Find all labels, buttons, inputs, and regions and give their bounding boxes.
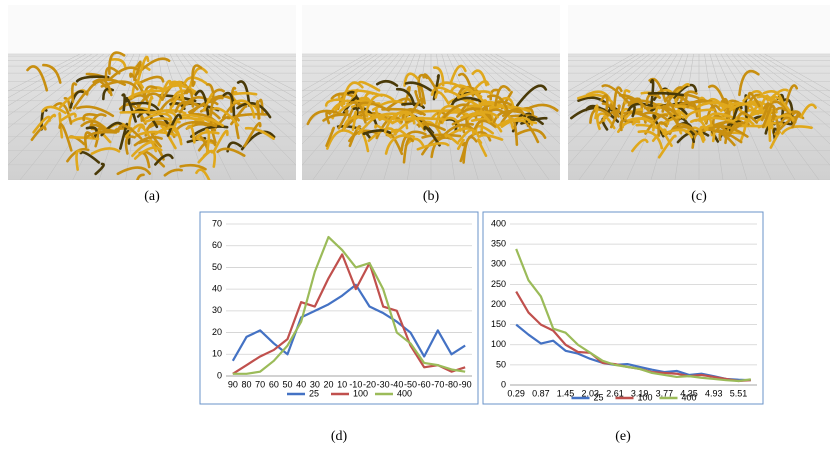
y-tick-label: 350 <box>491 239 506 249</box>
x-tick-label: 0.29 <box>507 388 525 398</box>
x-tick-label: 60 <box>269 379 279 389</box>
legend-label: 25 <box>594 392 604 402</box>
x-tick-label: 40 <box>296 379 306 389</box>
series-line <box>233 285 465 361</box>
y-tick-label: 50 <box>212 262 222 272</box>
x-tick-label: -70 <box>431 379 444 389</box>
legend-label: 400 <box>397 388 412 398</box>
x-tick-label: -30 <box>377 379 390 389</box>
y-tick-label: 250 <box>491 279 506 289</box>
figure: (a) (b) (c) (d) (e) 01020304050607090807… <box>0 0 838 450</box>
series-line <box>516 325 751 381</box>
x-tick-label: 90 <box>228 379 238 389</box>
y-tick-label: 300 <box>491 259 506 269</box>
caption: (e) <box>615 429 631 444</box>
strand <box>595 106 597 118</box>
y-tick-label: 40 <box>212 284 222 294</box>
legend-label: 100 <box>353 388 368 398</box>
y-tick-label: 150 <box>491 319 506 329</box>
y-tick-label: 200 <box>491 299 506 309</box>
y-tick-label: 0 <box>501 379 506 389</box>
x-tick-label: -60 <box>418 379 431 389</box>
caption: (b) <box>423 189 440 204</box>
x-tick-label: 10 <box>337 379 347 389</box>
y-tick-label: 70 <box>212 218 222 228</box>
chart-frame <box>200 212 478 404</box>
legend-label: 400 <box>682 392 697 402</box>
render-sky <box>302 5 560 54</box>
y-tick-label: 400 <box>491 218 506 228</box>
legend-label: 25 <box>309 388 319 398</box>
strand <box>234 93 256 94</box>
y-tick-label: 10 <box>212 349 222 359</box>
render-sky <box>8 5 296 54</box>
x-tick-label: 0.87 <box>532 388 550 398</box>
x-tick-label: 20 <box>323 379 333 389</box>
caption: (c) <box>691 189 707 204</box>
y-tick-label: 30 <box>212 305 222 315</box>
y-tick-label: 0 <box>217 370 222 380</box>
x-tick-label: 5.51 <box>730 388 748 398</box>
caption: (d) <box>331 429 348 444</box>
y-tick-label: 100 <box>491 339 506 349</box>
y-tick-label: 60 <box>212 240 222 250</box>
x-tick-label: 70 <box>255 379 265 389</box>
y-tick-label: 50 <box>496 359 506 369</box>
series-line <box>516 249 751 381</box>
caption: (a) <box>144 189 160 204</box>
x-tick-label: 50 <box>282 379 292 389</box>
x-tick-label: -80 <box>445 379 458 389</box>
x-tick-label: 80 <box>241 379 251 389</box>
x-tick-label: 4.93 <box>705 388 723 398</box>
render-panels <box>0 5 838 198</box>
strand <box>407 118 445 119</box>
legend-label: 100 <box>638 392 653 402</box>
render-sky <box>568 5 830 54</box>
series-line <box>233 254 465 373</box>
x-tick-label: -90 <box>459 379 472 389</box>
y-tick-label: 20 <box>212 327 222 337</box>
